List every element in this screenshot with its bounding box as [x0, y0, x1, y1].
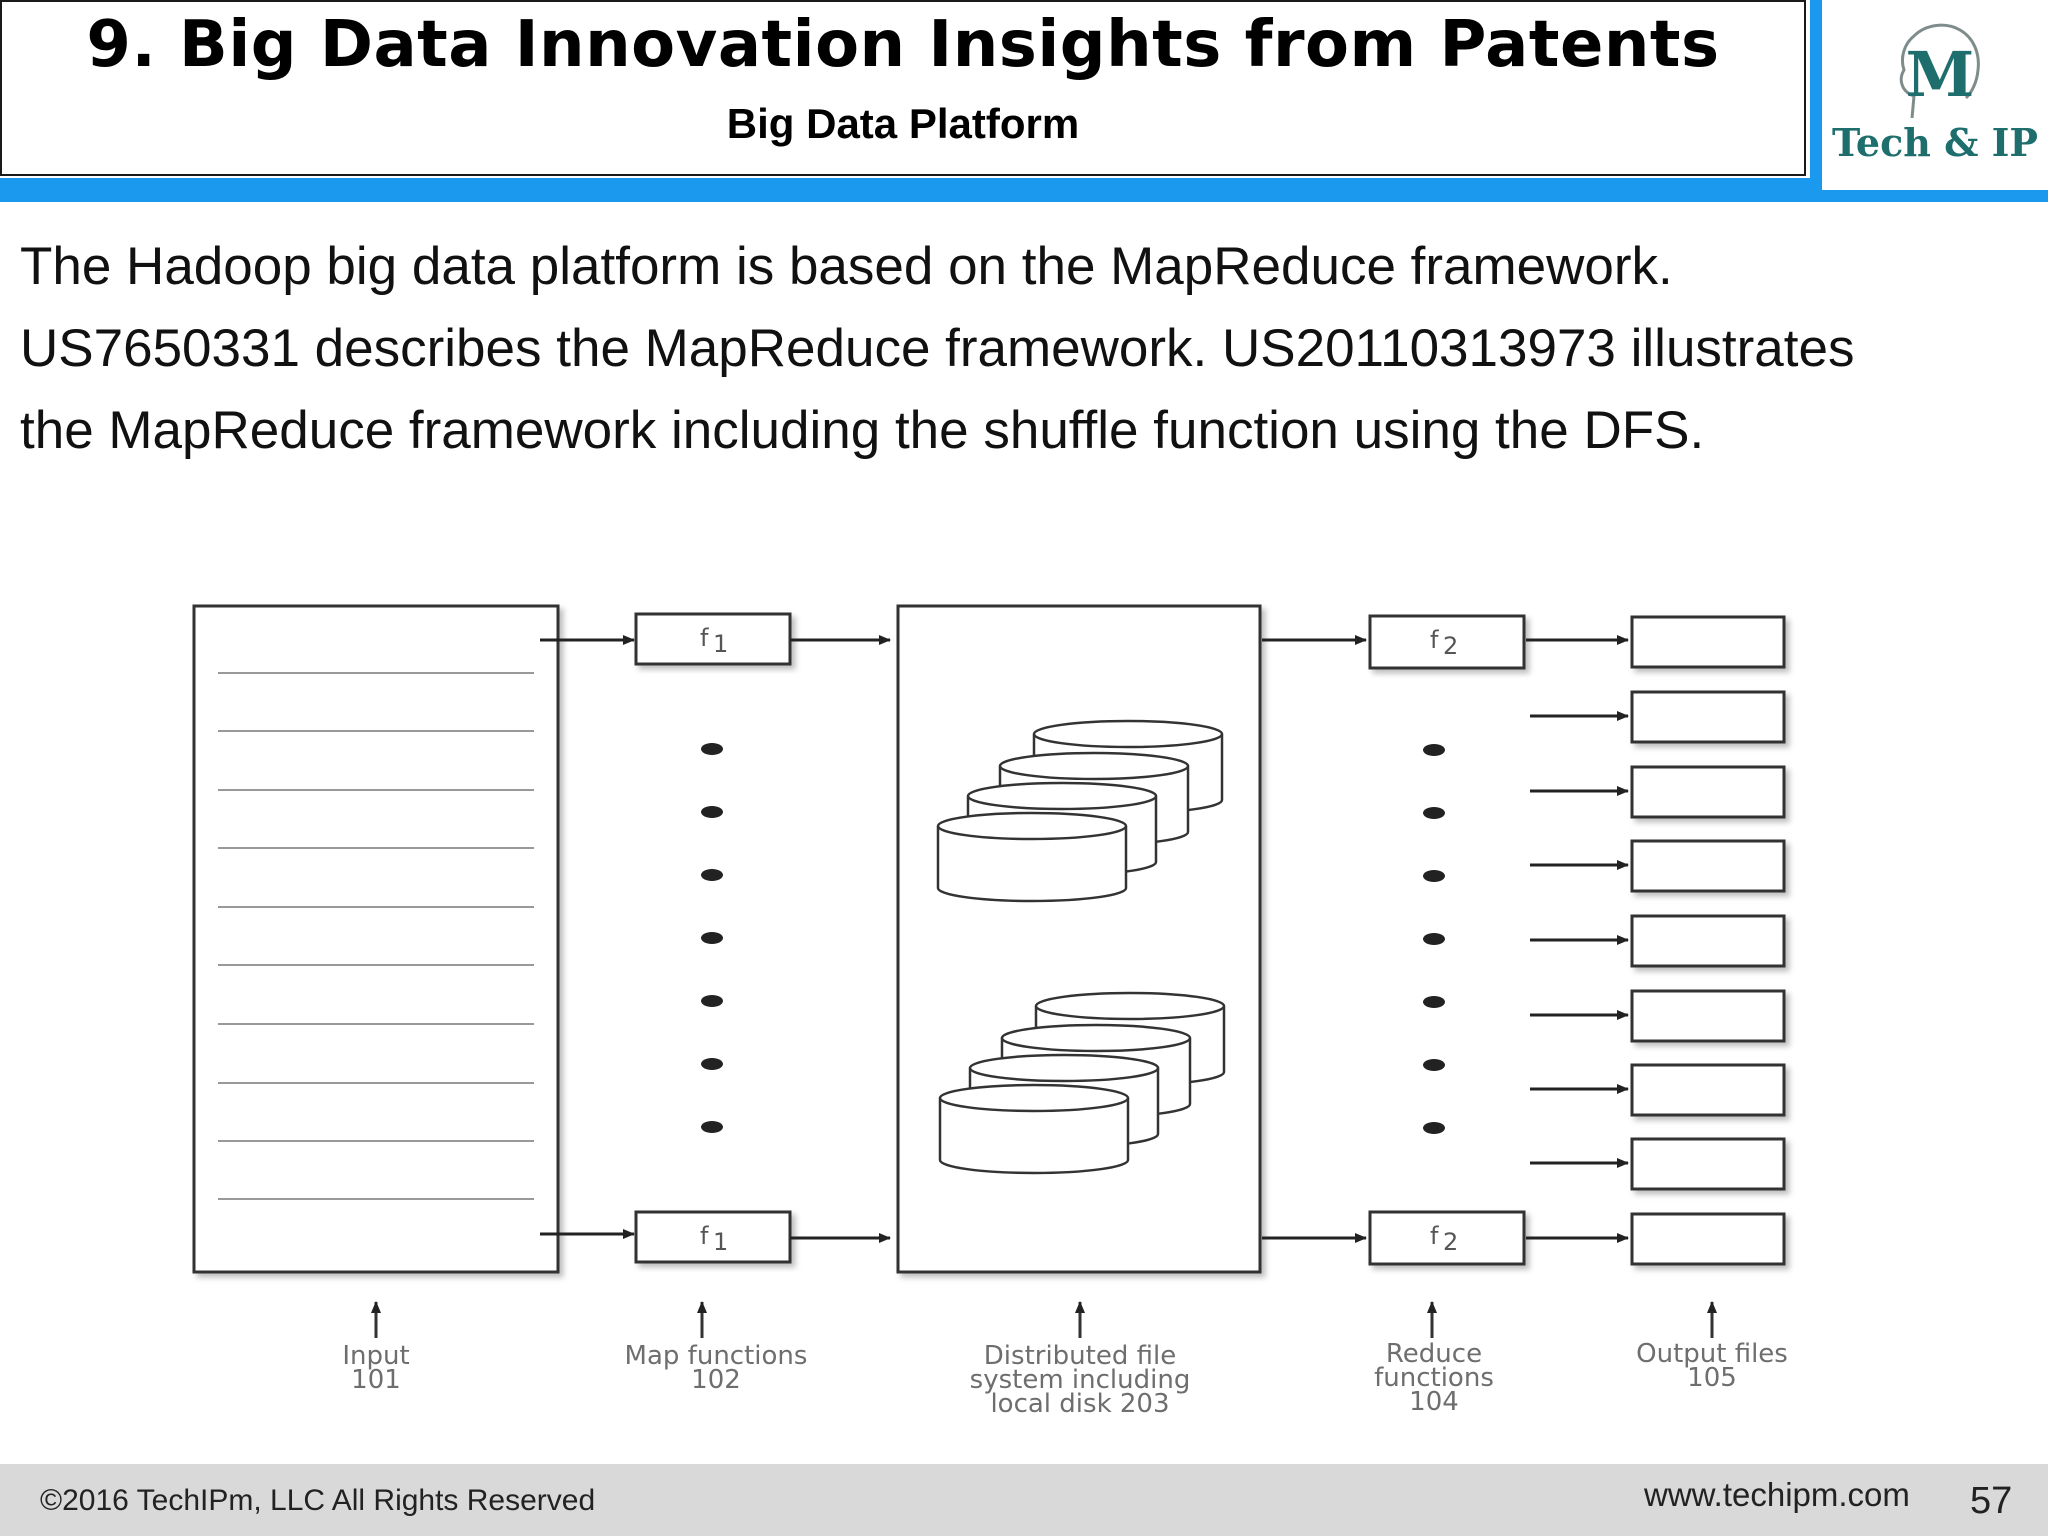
- map-label-number: 102: [691, 1365, 741, 1395]
- reduce-label-line2: functions: [1374, 1363, 1494, 1393]
- intro-line-1: The Hadoop big data platform is based on…: [20, 237, 1673, 296]
- accent-bar: [0, 178, 2048, 202]
- title-box: 9. Big Data Innovation Insights from Pat…: [0, 0, 1806, 176]
- tech-ip-logo: M Tech & IP: [1822, 0, 2048, 190]
- website-link[interactable]: www.techipm.com: [1644, 1476, 1910, 1513]
- reduce-ellipsis-dots: [1423, 744, 1445, 1134]
- output-arrows: [1526, 635, 1629, 1243]
- reduce-label-number: 104: [1409, 1387, 1459, 1417]
- slide-subtitle: Big Data Platform: [726, 100, 1080, 147]
- head-profile-icon: M: [1899, 23, 1980, 119]
- output-label-number: 105: [1687, 1363, 1737, 1393]
- map-ellipsis-dots: [701, 743, 723, 1133]
- input-block: [192, 604, 560, 1274]
- mapreduce-diagram: f 1 f 1: [192, 604, 1788, 1419]
- input-records: [218, 672, 534, 1200]
- output-file-boxes: [1630, 615, 1786, 1266]
- copyright-text: ©2016 TechIPm, LLC All Rights Reserved: [40, 1484, 596, 1517]
- dfs-label-line3: local disk 203: [990, 1389, 1169, 1419]
- output-file-box: [1630, 1212, 1786, 1266]
- map-label: Map functions: [625, 1341, 808, 1371]
- output-file-box: [1630, 989, 1786, 1043]
- input-label: Input: [342, 1341, 409, 1371]
- intro-line-2: US7650331 describes the MapReduce framew…: [20, 319, 1855, 378]
- intro-line-3: the MapReduce framework including the sh…: [20, 401, 1705, 460]
- output-file-box: [1630, 839, 1786, 893]
- reduce-function-label: f: [1430, 626, 1439, 654]
- disk-stack-upper: [936, 719, 1224, 903]
- slide-title: 9. Big Data Innovation Insights from Pat…: [86, 8, 1720, 82]
- dfs-label-line1: Distributed file: [984, 1341, 1176, 1371]
- output-file-box: [1630, 914, 1786, 968]
- output-file-box: [1630, 765, 1786, 819]
- page-number: 57: [1970, 1480, 2013, 1522]
- map-function-sub: 1: [713, 1228, 728, 1256]
- reduce-function-box: f 2: [1368, 1210, 1526, 1266]
- map-function-box: f 1: [634, 612, 792, 666]
- output-label: Output files: [1636, 1339, 1788, 1369]
- reduce-function-sub: 2: [1443, 632, 1458, 660]
- reduce-function-label: f: [1430, 1222, 1439, 1250]
- map-function-box: f 1: [634, 1210, 792, 1264]
- map-function-label: f: [700, 624, 709, 652]
- intro-paragraph: The Hadoop big data platform is based on…: [20, 226, 2020, 472]
- disk-stack-lower: [938, 991, 1226, 1175]
- accent-bar-vertical: [1810, 0, 1822, 180]
- logo-text: Tech & IP: [1832, 120, 2038, 165]
- logo-letter: M: [1906, 38, 1975, 111]
- output-file-box: [1630, 690, 1786, 744]
- dfs-label-line2: system including: [970, 1365, 1191, 1395]
- output-file-box: [1630, 1063, 1786, 1117]
- input-label-number: 101: [351, 1365, 401, 1395]
- reduce-label-line1: Reduce: [1386, 1339, 1482, 1369]
- reduce-function-box: f 2: [1368, 614, 1526, 670]
- output-file-box: [1630, 615, 1786, 669]
- reduce-function-sub: 2: [1443, 1228, 1458, 1256]
- output-file-box: [1630, 1137, 1786, 1191]
- footer-bar: [0, 1464, 2048, 1536]
- map-function-label: f: [700, 1222, 709, 1250]
- map-function-sub: 1: [713, 630, 728, 658]
- label-pointer-arrows: [371, 1301, 1717, 1338]
